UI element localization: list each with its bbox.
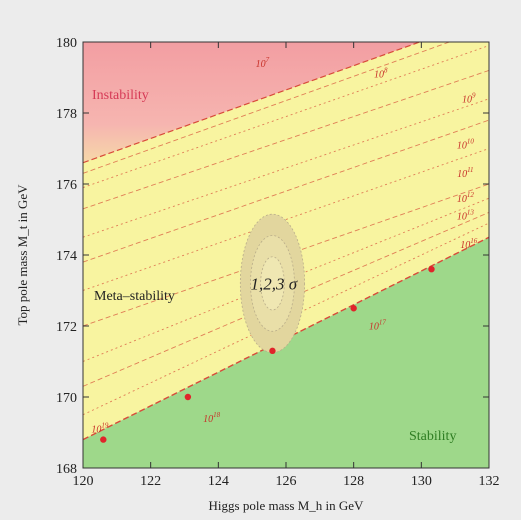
y-axis-label: Top pole mass M_t in GeV bbox=[15, 184, 30, 326]
meta-stability-label: Meta–stability bbox=[94, 289, 175, 304]
instability-region bbox=[83, 42, 420, 163]
marker-point bbox=[350, 305, 357, 312]
y-tick-label: 174 bbox=[56, 249, 77, 264]
sigma-ellipse bbox=[260, 256, 285, 311]
contour-label: 108 bbox=[374, 67, 388, 81]
x-tick-label: 128 bbox=[343, 474, 364, 489]
contour-label: 107 bbox=[256, 56, 270, 70]
y-tick-label: 172 bbox=[56, 320, 77, 335]
confidence-ellipses bbox=[239, 213, 306, 354]
y-tick-label: 180 bbox=[56, 36, 77, 51]
y-axis-ticks: 168 170 172 174 176 178 180 bbox=[56, 36, 489, 477]
y-tick-label: 170 bbox=[56, 391, 77, 406]
x-tick-label: 132 bbox=[479, 474, 500, 489]
best-fit-label: 1,2,3 σ bbox=[250, 274, 297, 293]
plot-area: 107 108 109 1010 1011 1012 1013 1016 1017 1018 101… bbox=[83, 42, 489, 468]
contour-label: 1011 bbox=[457, 166, 473, 180]
contour-label: 1017 bbox=[369, 319, 387, 333]
y-tick-label: 178 bbox=[56, 107, 77, 122]
contour-line bbox=[83, 45, 489, 188]
x-tick-label: 130 bbox=[411, 474, 432, 489]
x-axis-ticks: 120 122 124 126 128 130 132 bbox=[73, 42, 500, 489]
marker-point bbox=[269, 347, 276, 355]
x-tick-label: 120 bbox=[73, 474, 94, 489]
x-axis-label: Higgs pole mass M_h in GeV bbox=[209, 498, 365, 513]
stability-region bbox=[83, 237, 489, 468]
marker-point bbox=[184, 393, 192, 401]
contour-label: 1010 bbox=[457, 138, 475, 152]
contour-line bbox=[83, 148, 489, 291]
marker-point bbox=[100, 436, 107, 443]
stability-label: Stability bbox=[409, 429, 456, 444]
x-tick-label: 124 bbox=[208, 474, 229, 489]
contour-labels: 107 108 109 1010 1011 1012 1013 1016 1017 1018 101… bbox=[91, 56, 477, 436]
data-markers bbox=[100, 266, 435, 443]
contour-line bbox=[83, 98, 489, 238]
instability-label: Instability bbox=[92, 88, 149, 103]
contour-label: 109 bbox=[462, 91, 476, 105]
contour-label: 1018 bbox=[203, 411, 221, 425]
y-tick-label: 176 bbox=[56, 178, 77, 193]
x-tick-label: 126 bbox=[276, 474, 297, 489]
y-tick-label: 168 bbox=[56, 462, 77, 477]
marker-point bbox=[428, 266, 435, 273]
contour-label: 1013 bbox=[457, 209, 475, 223]
contour-label: 1016 bbox=[460, 237, 478, 251]
contour-label: 1019 bbox=[91, 422, 109, 436]
contour-label: 1012 bbox=[457, 191, 475, 205]
x-tick-label: 122 bbox=[140, 474, 161, 489]
